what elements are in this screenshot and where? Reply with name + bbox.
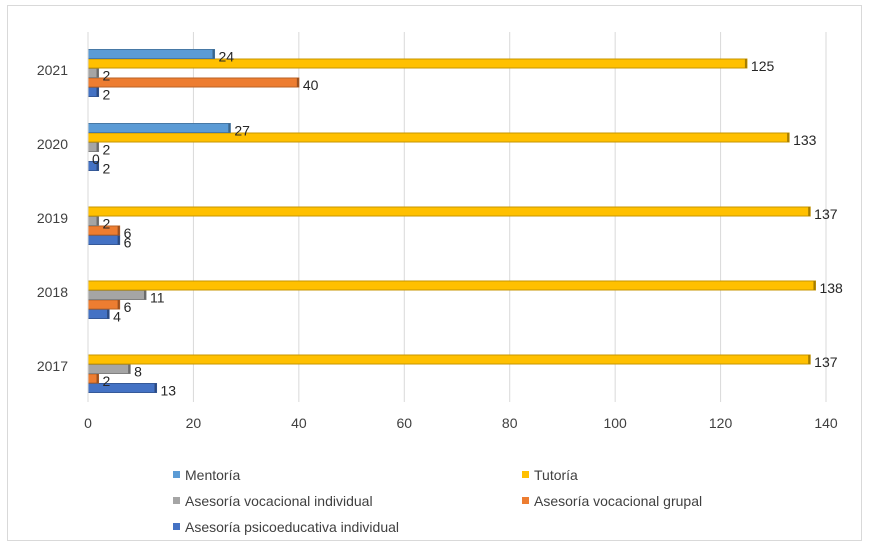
legend-swatch-2 [173, 497, 180, 504]
legend-item-2: Asesoría vocacional individual [173, 493, 373, 509]
data-label-2020-0: 2 [103, 161, 111, 177]
data-label-2019-1: 6 [124, 225, 132, 241]
bar-edge-2021-1 [296, 78, 299, 87]
data-label-2020-3: 133 [793, 132, 817, 148]
data-label-2019-2: 2 [103, 216, 111, 232]
data-label-2021-1: 40 [303, 77, 319, 93]
bar-edge-2020-0 [96, 161, 99, 171]
legend-item-0: Mentoría [173, 467, 240, 483]
bars [87, 49, 816, 393]
data-label-2017-0: 13 [161, 383, 177, 399]
bar-2020-tutoría [87, 132, 790, 143]
data-label-2017-3: 137 [814, 354, 838, 370]
legend-label-1: Tutoría [534, 467, 578, 483]
bar-edge-2019-1 [117, 226, 120, 235]
bar-edge-2021-4 [212, 49, 215, 59]
category-label-2017: 2017 [37, 358, 68, 374]
legend-label-3: Asesoría vocacional grupal [534, 493, 702, 509]
x-tick-label-100: 100 [603, 415, 627, 431]
bar-edge-2019-3 [808, 207, 811, 216]
bar-2021-mentoría [87, 49, 216, 59]
data-label-2017-2: 8 [134, 364, 142, 380]
bar-edge-2020-4 [228, 123, 231, 133]
bar-edge-2017-3 [808, 355, 811, 364]
data-label-2019-0: 6 [124, 235, 132, 251]
legend-swatch-0 [173, 471, 180, 478]
bar-edge-2021-3 [744, 59, 747, 68]
bar-edge-2019-0 [117, 235, 120, 245]
data-label-2018-0: 4 [113, 309, 121, 325]
data-label-2021-2: 2 [103, 68, 111, 84]
data-label-2017-1: 2 [103, 373, 111, 389]
x-tick-label-120: 120 [709, 415, 733, 431]
category-label-2021: 2021 [37, 62, 68, 78]
bar-2019-tutoría [87, 206, 811, 217]
bar-edge-2020-2 [96, 142, 99, 152]
category-label-2020: 2020 [37, 136, 68, 152]
legend-label-0: Mentoría [185, 467, 240, 483]
bar-edge-2018-0 [107, 309, 110, 319]
data-label-2020-4: 27 [234, 123, 250, 139]
legend-swatch-4 [173, 523, 180, 530]
data-label-2020-1: 0 [92, 151, 100, 167]
bar-edge-2018-2 [143, 290, 146, 300]
bar-2018-tutoría [87, 280, 816, 291]
legend-label-2: Asesoría vocacional individual [185, 493, 373, 509]
bar-2021-tutoría [87, 58, 748, 69]
data-label-2021-4: 24 [219, 49, 235, 65]
bar-edge-2020-3 [787, 133, 790, 142]
legend-swatch-3 [522, 497, 529, 504]
legend-label-4: Asesoría psicoeducativa individual [185, 519, 399, 535]
bar-2021-asesoría-vocacional-grupal [87, 77, 300, 88]
bar-edge-2017-2 [128, 364, 131, 374]
bar-edge-2018-3 [813, 281, 816, 290]
data-label-2021-3: 125 [751, 58, 775, 74]
bar-2017-tutoría [87, 354, 811, 365]
bar-2019-asesoría-psicoeducativa-individual [87, 235, 121, 245]
x-tick-label-140: 140 [814, 415, 838, 431]
bar-2017-asesoría-psicoeducativa-individual [87, 383, 158, 393]
data-label-2020-2: 2 [103, 142, 111, 158]
bar-2018-asesoría-vocacional-individual [87, 290, 147, 300]
x-tick-label-0: 0 [84, 415, 92, 431]
legend-item-1: Tutoría [522, 467, 578, 483]
data-label-2018-3: 138 [819, 280, 843, 296]
x-tick-label-40: 40 [291, 415, 307, 431]
bar-edge-2021-0 [96, 87, 99, 97]
bar-2018-asesoría-psicoeducativa-individual [87, 309, 110, 319]
bar-edge-2018-1 [117, 300, 120, 309]
bar-edge-2021-2 [96, 68, 99, 78]
bar-edge-2017-0 [154, 383, 157, 393]
bar-2020-mentoría [87, 123, 231, 133]
data-label-2019-3: 137 [814, 206, 838, 222]
data-label-2021-0: 2 [103, 87, 111, 103]
legend-swatch-1 [522, 471, 529, 478]
x-tick-label-60: 60 [396, 415, 412, 431]
category-label-2018: 2018 [37, 284, 68, 300]
legend-item-4: Asesoría psicoeducativa individual [173, 519, 399, 535]
x-tick-label-20: 20 [186, 415, 202, 431]
data-label-2018-2: 11 [150, 290, 165, 306]
legend: Mentoría Tutoría Asesoría vocacional indiv… [173, 467, 702, 535]
bar-edge-2019-2 [96, 216, 99, 226]
bar-edge-2017-1 [96, 374, 99, 383]
legend-item-3: Asesoría vocacional grupal [522, 493, 702, 509]
x-tick-label-80: 80 [502, 415, 518, 431]
category-label-2019: 2019 [37, 210, 68, 226]
data-label-2018-1: 6 [124, 299, 132, 315]
